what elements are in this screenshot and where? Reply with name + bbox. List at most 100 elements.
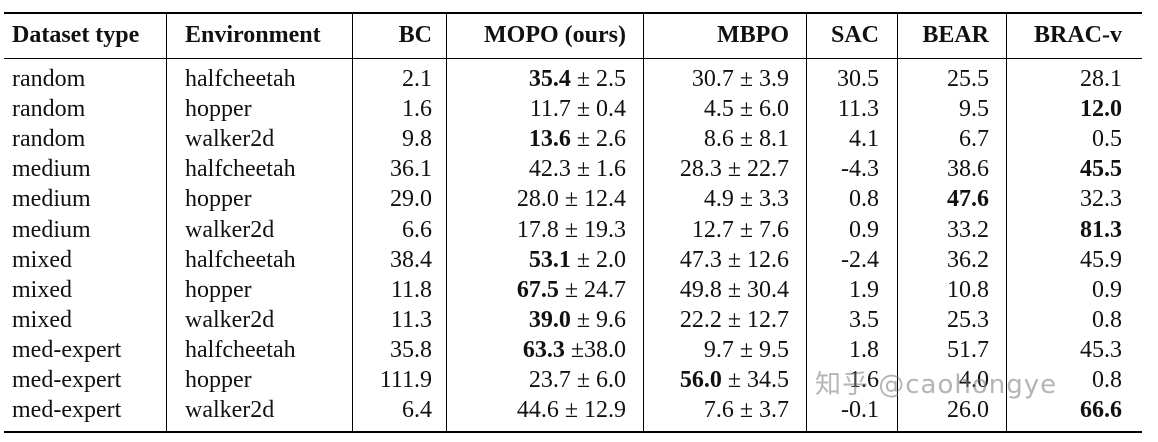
cell-mopo: 17.8 ± 19.3	[450, 215, 626, 245]
cell-sac: 1.8	[849, 336, 879, 363]
cell-environment: hopper	[185, 367, 252, 393]
cell-environment: hopper	[185, 186, 252, 213]
mopo-std: ±38.0	[570, 336, 626, 363]
cell-bc: 11.8	[390, 276, 432, 303]
cell-bc: 36.1	[390, 156, 432, 183]
mopo-std: ± 0.4	[576, 96, 626, 123]
mopo-mean: 23.7	[528, 367, 571, 393]
cell-mopo: 53.1 ± 2.0	[450, 245, 626, 275]
cell-sac: -2.4	[841, 246, 879, 273]
cell-bear: 38.6	[947, 156, 989, 183]
mopo-std: ± 24.7	[564, 276, 626, 303]
cell-dataset-type: random	[12, 66, 86, 92]
cell-dataset-type: medium	[12, 156, 91, 183]
mopo-mean: 39.0	[528, 306, 571, 333]
mbpo-std: ± 30.4	[727, 276, 789, 303]
cell-mopo: 23.7 ± 6.0	[450, 365, 626, 395]
cell-bc: 2.1	[402, 66, 432, 92]
mbpo-std: ± 7.6	[739, 216, 789, 243]
cell-bear: 6.7	[959, 126, 989, 153]
mbpo-std: ± 8.1	[739, 126, 789, 153]
cell-brac-v: 45.3	[1080, 336, 1122, 363]
mbpo-mean: 9.7	[703, 336, 734, 363]
cell-bear: 25.5	[947, 66, 989, 92]
cell-sac: -4.3	[841, 156, 879, 183]
header-bear: BEAR	[922, 22, 989, 48]
header-bc: BC	[398, 22, 432, 48]
mopo-std: ± 2.6	[576, 126, 626, 153]
mbpo-mean: 47.3	[679, 246, 722, 273]
mopo-std: ± 6.0	[576, 367, 626, 393]
mopo-std: ± 12.4	[564, 186, 626, 213]
cell-dataset-type: mixed	[12, 306, 72, 333]
mbpo-std: ± 9.5	[739, 336, 789, 363]
cell-bear: 10.8	[947, 276, 989, 303]
column-divider	[166, 14, 167, 431]
cell-mbpo: 47.3 ± 12.6	[647, 245, 789, 275]
mopo-mean: 63.3	[522, 336, 565, 363]
cell-brac-v: 81.3	[1080, 216, 1122, 243]
cell-bc: 6.4	[402, 397, 432, 424]
header-environment: Environment	[185, 22, 321, 48]
mbpo-mean: 4.9	[703, 186, 734, 213]
cell-mbpo: 56.0 ± 34.5	[647, 365, 789, 395]
cell-brac-v: 32.3	[1080, 186, 1122, 213]
cell-sac: 1.6	[849, 367, 879, 393]
cell-bear: 9.5	[959, 96, 989, 123]
cell-sac: 3.5	[849, 306, 879, 333]
cell-bear: 36.2	[947, 246, 989, 273]
cell-mbpo: 8.6 ± 8.1	[647, 124, 789, 154]
cell-mbpo: 22.2 ± 12.7	[647, 305, 789, 335]
column-divider	[352, 14, 353, 431]
cell-environment: halfcheetah	[185, 66, 296, 92]
cell-mbpo: 28.3 ± 22.7	[647, 154, 789, 184]
mopo-std: ± 19.3	[564, 216, 626, 243]
watermark: 知乎 @caohongye	[815, 370, 1058, 400]
cell-environment: halfcheetah	[185, 156, 296, 183]
cell-mopo: 13.6 ± 2.6	[450, 124, 626, 154]
cell-mopo: 28.0 ± 12.4	[450, 184, 626, 214]
mopo-std: ± 1.6	[576, 156, 626, 183]
cell-mopo: 67.5 ± 24.7	[450, 275, 626, 305]
header-dataset-type: Dataset type	[12, 22, 140, 48]
mopo-std: ± 2.0	[576, 246, 626, 273]
mbpo-mean: 49.8	[679, 276, 722, 303]
cell-mbpo: 4.9 ± 3.3	[647, 184, 789, 214]
mbpo-mean: 8.6	[703, 126, 734, 153]
cell-brac-v: 45.9	[1080, 246, 1122, 273]
mbpo-mean: 7.6	[703, 397, 734, 424]
column-divider	[643, 14, 644, 431]
header-rule	[4, 58, 1142, 59]
mopo-std: ± 9.6	[576, 306, 626, 333]
cell-environment: hopper	[185, 276, 252, 303]
cell-bc: 9.8	[402, 126, 432, 153]
mbpo-mean: 22.2	[679, 306, 722, 333]
cell-bc: 6.6	[402, 216, 432, 243]
top-rule	[4, 12, 1142, 14]
mbpo-mean: 28.3	[679, 156, 722, 183]
cell-bear: 4.0	[959, 367, 989, 393]
mopo-mean: 42.3	[528, 156, 571, 183]
cell-sac: 11.3	[837, 96, 879, 123]
cell-mopo: 11.7 ± 0.4	[450, 94, 626, 124]
cell-sac: 4.1	[849, 126, 879, 153]
cell-bc: 29.0	[390, 186, 432, 213]
mopo-mean: 13.6	[528, 126, 571, 153]
mopo-mean: 35.4	[528, 66, 571, 92]
cell-environment: walker2d	[185, 216, 275, 243]
cell-mbpo: 9.7 ± 9.5	[647, 335, 789, 365]
cell-sac: 1.9	[849, 276, 879, 303]
cell-brac-v: 0.9	[1092, 276, 1122, 303]
cell-brac-v: 45.5	[1080, 156, 1122, 183]
mbpo-std: ± 3.7	[739, 397, 789, 424]
cell-environment: hopper	[185, 96, 252, 123]
cell-mopo: 44.6 ± 12.9	[450, 395, 626, 425]
cell-bear: 51.7	[947, 336, 989, 363]
cell-mbpo: 49.8 ± 30.4	[647, 275, 789, 305]
mbpo-std: ± 22.7	[727, 156, 789, 183]
header-brac-v: BRAC-v	[1034, 22, 1122, 48]
cell-mbpo: 4.5 ± 6.0	[647, 94, 789, 124]
header-sac: SAC	[830, 22, 879, 48]
cell-dataset-type: random	[12, 96, 86, 123]
cell-bc: 111.9	[379, 367, 432, 393]
